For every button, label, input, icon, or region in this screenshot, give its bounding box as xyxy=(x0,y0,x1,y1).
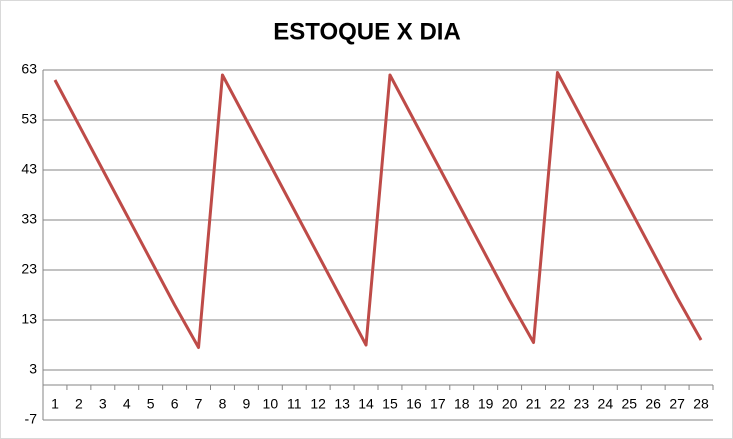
x-tick-label: 16 xyxy=(406,396,422,412)
chart-title: ESTOQUE X DIA xyxy=(273,18,461,45)
y-tick-label: 63 xyxy=(21,61,37,77)
x-tick-label: 19 xyxy=(478,396,494,412)
x-tick-label: 20 xyxy=(502,396,518,412)
x-tick-label: 4 xyxy=(123,396,131,412)
x-tick-label: 26 xyxy=(645,396,661,412)
x-tick-label: 6 xyxy=(171,396,179,412)
x-tick-label: 17 xyxy=(430,396,446,412)
x-tick-label: 8 xyxy=(219,396,227,412)
x-tick-label: 18 xyxy=(454,396,470,412)
y-tick-label: -7 xyxy=(25,411,38,427)
x-tick-label: 9 xyxy=(242,396,250,412)
x-tick-label: 25 xyxy=(621,396,637,412)
y-tick-label: 23 xyxy=(21,261,37,277)
y-tick-label: 33 xyxy=(21,211,37,227)
x-tick-label: 27 xyxy=(669,396,685,412)
x-tick-label: 13 xyxy=(334,396,350,412)
x-tick-label: 12 xyxy=(310,396,326,412)
y-tick-label: 3 xyxy=(29,361,37,377)
x-tick-label: 23 xyxy=(574,396,590,412)
x-tick-label: 7 xyxy=(195,396,203,412)
x-tick-label: 21 xyxy=(526,396,542,412)
x-tick-label: 15 xyxy=(382,396,398,412)
x-tick-label: 10 xyxy=(263,396,279,412)
x-tick-label: 14 xyxy=(358,396,374,412)
series-line xyxy=(53,71,703,349)
x-tick-label: 1 xyxy=(51,396,59,412)
x-tick-label: 24 xyxy=(598,396,614,412)
y-tick-label: 53 xyxy=(21,111,37,127)
y-tick-label: 13 xyxy=(21,311,37,327)
x-tick-label: 22 xyxy=(550,396,566,412)
y-tick-label: 43 xyxy=(21,161,37,177)
x-tick-label: 28 xyxy=(693,396,709,412)
x-tick-label: 3 xyxy=(99,396,107,412)
x-tick-label: 11 xyxy=(287,396,302,412)
x-tick-label: 2 xyxy=(75,396,83,412)
x-tick-label: 5 xyxy=(147,396,155,412)
